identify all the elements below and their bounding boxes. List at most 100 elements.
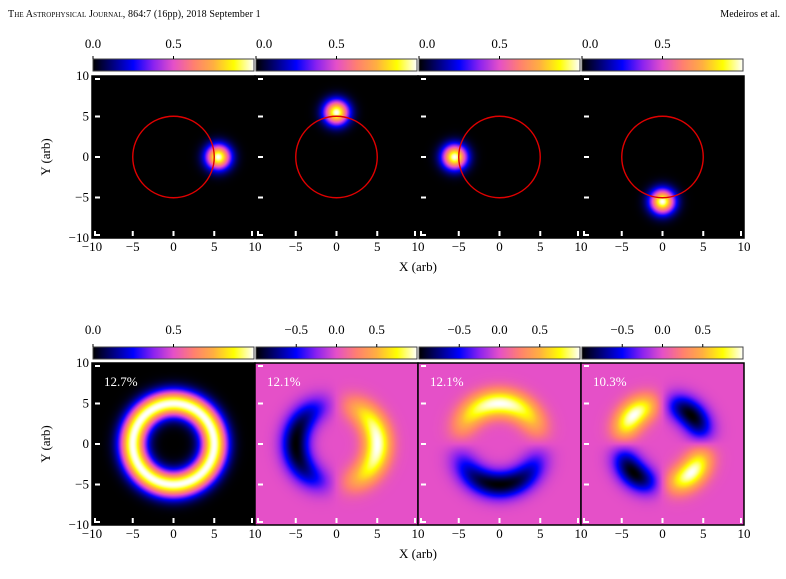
y-tick-mark — [584, 78, 589, 80]
y-tick-mark — [258, 156, 263, 158]
x-tick-label: −5 — [289, 239, 303, 254]
reference-circle — [132, 115, 215, 199]
panel-bottom-2: −0.5 0.0 0.5 12.1% −5 0 5 10 — [254, 322, 425, 541]
y-tick-mark — [421, 234, 426, 236]
x-tick-mark — [294, 231, 297, 236]
x-tick-mark — [583, 231, 585, 236]
x-tick-mark — [420, 518, 422, 523]
colorbar-tick-label: 0.5 — [491, 36, 507, 51]
x-tick-mark — [213, 231, 216, 236]
y-tick-label: 0 — [83, 149, 90, 164]
y-axis-label: Y (arb) — [38, 425, 53, 462]
heatmap-image — [581, 76, 744, 238]
x-tick-mark — [539, 231, 542, 236]
x-tick-label: 5 — [374, 239, 381, 254]
panel-top-4: 0.0 0.5 −5 0 5 10 — [580, 36, 751, 254]
x-tick-mark — [335, 518, 338, 523]
y-tick-mark — [95, 156, 100, 158]
colorbar-tick-label: −0.5 — [447, 322, 471, 337]
y-tick-mark — [584, 402, 589, 405]
x-tick-label: 0 — [659, 526, 666, 541]
colorbar-tick-label: 0.0 — [85, 322, 101, 337]
x-tick-mark — [414, 518, 416, 523]
y-tick-mark — [258, 365, 263, 367]
x-tick-label: 10 — [412, 526, 425, 541]
x-tick-mark — [702, 231, 705, 236]
x-tick-mark — [335, 231, 338, 236]
x-tick-label: 5 — [537, 239, 544, 254]
heatmap-image — [418, 76, 581, 238]
x-tick-mark — [414, 231, 416, 236]
heatmap-image — [92, 363, 255, 525]
y-axis-label: Y (arb) — [38, 138, 53, 175]
y-tick-label: −10 — [69, 517, 89, 532]
x-tick-label: −5 — [452, 526, 466, 541]
y-tick-mark — [584, 156, 589, 158]
x-tick-mark — [583, 518, 585, 523]
x-tick-label: −5 — [615, 526, 629, 541]
x-tick-label: 0 — [659, 239, 666, 254]
x-tick-mark — [94, 518, 96, 523]
y-tick-mark — [95, 443, 100, 445]
x-tick-label: 0 — [333, 526, 340, 541]
x-tick-mark — [661, 231, 664, 236]
colorbar — [255, 58, 418, 72]
x-tick-label: 5 — [211, 239, 218, 254]
variance-label: 10.3% — [593, 374, 627, 389]
colorbar-tick-label: 0.5 — [328, 36, 344, 51]
reference-circle — [621, 115, 704, 199]
colorbar-tick-label: 0.5 — [654, 36, 670, 51]
x-tick-mark — [577, 231, 579, 236]
x-tick-label: 5 — [374, 526, 381, 541]
x-tick-mark — [94, 231, 96, 236]
colorbar-tick-label: 0.0 — [491, 322, 507, 337]
y-tick-mark — [421, 78, 426, 80]
x-tick-label: 5 — [211, 526, 218, 541]
x-tick-mark — [661, 518, 664, 523]
x-tick-mark — [376, 231, 379, 236]
heatmap-image — [92, 76, 255, 238]
x-tick-label: 0 — [496, 239, 503, 254]
y-tick-mark — [421, 156, 426, 158]
x-tick-mark — [213, 518, 216, 523]
y-tick-label: 10 — [76, 68, 89, 83]
y-tick-mark — [95, 521, 100, 523]
y-tick-mark — [421, 402, 426, 405]
y-tick-label: 0 — [83, 436, 90, 451]
y-tick-mark — [95, 365, 100, 367]
x-tick-label: 0 — [170, 526, 177, 541]
colorbar-tick-label: 0.0 — [654, 322, 670, 337]
x-tick-mark — [172, 518, 175, 523]
x-tick-mark — [294, 518, 297, 523]
x-tick-mark — [251, 518, 253, 523]
panel-bottom-4: −0.5 0.0 0.5 10.3% −5 0 5 10 — [580, 322, 751, 541]
variance-label: 12.7% — [104, 374, 138, 389]
y-tick-mark — [584, 521, 589, 523]
y-tick-label: −5 — [75, 190, 89, 205]
x-tick-label: 0 — [496, 526, 503, 541]
x-tick-mark — [257, 231, 259, 236]
running-header-authors: Medeiros et al. — [720, 9, 780, 20]
colorbar-tick-label: 0.0 — [419, 36, 435, 51]
y-tick-label: 10 — [76, 355, 89, 370]
x-tick-mark — [131, 518, 134, 523]
y-tick-mark — [258, 483, 263, 486]
colorbar-tick-label: 0.5 — [165, 322, 181, 337]
y-tick-mark — [584, 443, 589, 445]
x-tick-label: −5 — [289, 526, 303, 541]
y-tick-label: 5 — [83, 396, 90, 411]
y-tick-mark — [95, 402, 100, 405]
x-tick-mark — [420, 231, 422, 236]
y-tick-mark — [258, 78, 263, 80]
panel-bottom-3: −0.5 0.0 0.5 12.1% −5 0 5 10 — [417, 322, 588, 541]
colorbar-tick-label: 0.5 — [369, 322, 385, 337]
x-tick-mark — [539, 518, 542, 523]
colorbar-tick-label: −0.5 — [610, 322, 634, 337]
panel-top-3: 0.0 0.5 −5 0 5 10 — [417, 36, 588, 254]
x-tick-label: −10 — [82, 526, 102, 541]
figure-row-bottom: 0.0 0.5 12.7% −10 −5 0 5 10 −0.5 0.0 0.5 12.1% −5 0 5 1… — [38, 322, 751, 561]
x-tick-label: 10 — [412, 239, 425, 254]
y-tick-mark — [584, 365, 589, 367]
x-tick-label: −10 — [82, 239, 102, 254]
y-tick-mark — [421, 115, 426, 118]
